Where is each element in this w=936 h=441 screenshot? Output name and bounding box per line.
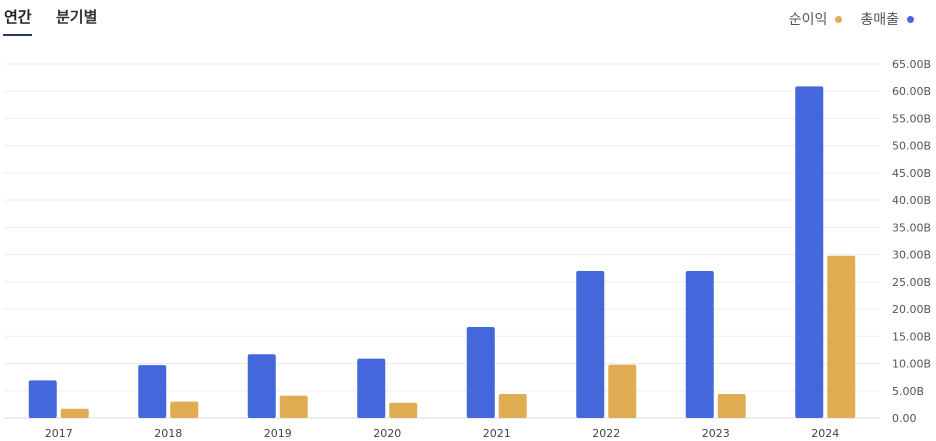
x-tick-label: 2019 bbox=[264, 427, 292, 440]
bar-revenue[interactable] bbox=[795, 86, 824, 419]
bar-net-income[interactable] bbox=[170, 401, 199, 418]
x-tick-label: 2023 bbox=[702, 427, 730, 440]
legend-dot-revenue bbox=[907, 15, 914, 23]
bar-net-income[interactable] bbox=[717, 394, 746, 418]
legend-item-revenue[interactable]: 총매출 bbox=[860, 9, 914, 29]
legend-item-net-income[interactable]: 순이익 bbox=[789, 9, 843, 29]
y-tick-label: 10.00B bbox=[892, 358, 931, 371]
y-tick-label: 0.00 bbox=[892, 412, 917, 425]
bar-revenue[interactable] bbox=[466, 327, 495, 418]
tab-annual[interactable]: 연간 bbox=[4, 8, 32, 26]
chart-legend: 순이익 총매출 bbox=[789, 9, 914, 29]
y-tick-label: 45.00B bbox=[892, 167, 931, 180]
y-tick-label: 15.00B bbox=[892, 330, 931, 343]
bar-net-income[interactable] bbox=[608, 364, 637, 418]
bar-revenue[interactable] bbox=[357, 358, 386, 418]
x-tick-label: 2018 bbox=[154, 427, 182, 440]
bar-revenue[interactable] bbox=[685, 270, 714, 418]
bar-net-income[interactable] bbox=[279, 395, 308, 418]
bar-net-income[interactable] bbox=[498, 394, 527, 418]
x-tick-label: 2020 bbox=[373, 427, 401, 440]
x-tick-label: 2021 bbox=[483, 427, 511, 440]
y-tick-label: 35.00B bbox=[892, 221, 931, 234]
bar-revenue[interactable] bbox=[247, 354, 276, 418]
tab-quarterly[interactable]: 분기별 bbox=[56, 8, 98, 26]
y-tick-label: 25.00B bbox=[892, 276, 931, 289]
y-tick-label: 60.00B bbox=[892, 85, 931, 98]
legend-label-net-income: 순이익 bbox=[788, 12, 828, 28]
bar-revenue[interactable] bbox=[138, 365, 167, 418]
y-tick-label: 55.00B bbox=[892, 112, 931, 125]
legend-label-revenue: 총매출 bbox=[860, 12, 899, 28]
bar-net-income[interactable] bbox=[827, 255, 856, 418]
bar-revenue[interactable] bbox=[576, 270, 605, 418]
bar-net-income[interactable] bbox=[389, 402, 418, 418]
active-tab-indicator bbox=[3, 34, 32, 36]
legend-dot-net-income bbox=[835, 15, 843, 23]
y-tick-label: 40.00B bbox=[892, 194, 931, 207]
y-tick-label: 50.00B bbox=[892, 140, 931, 153]
top-bar: 연간 분기별 순이익 총매출 bbox=[0, 0, 936, 40]
y-tick-label: 65.00B bbox=[892, 58, 931, 71]
bar-net-income[interactable] bbox=[60, 408, 89, 418]
y-tick-label: 5.00B bbox=[892, 385, 924, 398]
y-tick-label: 30.00B bbox=[892, 249, 931, 262]
x-tick-label: 2017 bbox=[45, 427, 73, 440]
y-tick-label: 20.00B bbox=[892, 303, 931, 316]
bar-revenue[interactable] bbox=[28, 380, 57, 418]
x-tick-label: 2022 bbox=[592, 427, 620, 440]
x-tick-label: 2024 bbox=[811, 427, 839, 440]
